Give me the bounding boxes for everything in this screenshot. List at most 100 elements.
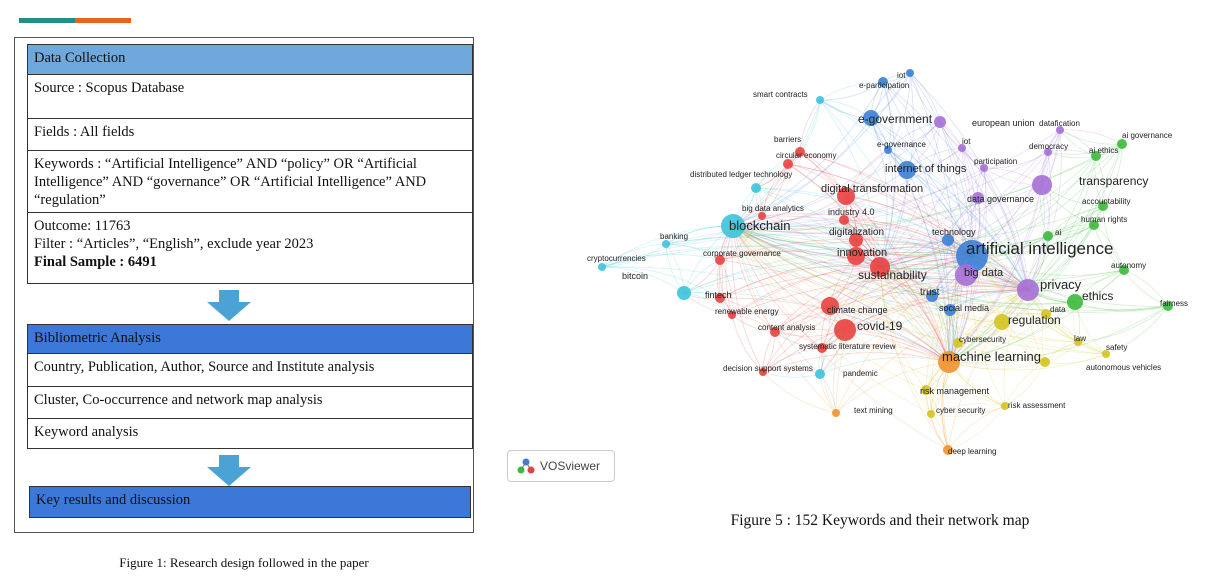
keyword-node [1044,148,1052,156]
network-edge [821,347,837,414]
network-edge [930,405,1006,417]
network-edge [732,151,1049,228]
filter-text: Filter : “Articles”, “English”, exclude … [34,236,314,252]
network-edge [601,243,667,268]
network-edge [879,266,949,451]
network-edge [948,205,1104,363]
network-edge [961,147,1029,291]
keyword-label: big data [964,267,1004,279]
network-edge [719,265,881,299]
network-edge [879,197,979,268]
keyword-label: risk management [920,386,990,396]
network-edge [855,239,950,363]
keyword-label: data [1050,305,1066,314]
keyword-label: machine learning [942,349,1041,364]
network-edge [1044,353,1107,364]
network-edge [1047,205,1104,237]
network-edge [821,266,881,349]
network-edge [1027,289,1107,355]
network-edge [947,289,1029,451]
network-edge [948,129,1061,363]
network-edge [971,155,1097,257]
network-edge [601,225,734,268]
network-edge [983,151,1049,169]
analysis-item: Keyword analysis [27,419,473,449]
keyword-node [955,264,977,286]
bibliometric-analysis-header: Bibliometric Analysis [27,324,473,354]
network-edge [879,266,1125,288]
vosviewer-logo-text: VOSviewer [540,459,601,473]
keyword-node [958,144,966,152]
final-sample-text: Final Sample : 6491 [34,254,157,270]
analysis-item: Cluster, Co-occurrence and network map a… [27,387,473,419]
network-edge [821,343,950,363]
figure-1-caption: Figure 1: Research design followed in th… [119,555,369,570]
keyword-label: deep learning [948,447,996,456]
keyword-label: cryptocurrencies [587,254,646,263]
keyword-node [1091,151,1101,161]
network-edge [732,225,846,331]
network-edge [930,289,1029,415]
network-edge [879,147,963,268]
network-edge [879,266,1003,323]
keyword-label: systematic literature review [799,342,896,351]
keyword-label: ethics [1082,289,1113,303]
network-edge [1027,205,1104,291]
network-edge [732,225,927,391]
network-edge [732,219,973,257]
keyword-label: law [1074,334,1086,343]
keyword-node [1056,126,1064,134]
network-edge [719,251,973,299]
network-edge [819,266,881,375]
network-edge [1047,143,1123,155]
keyword-label: distributed ledger technology [690,170,792,179]
keyword-label: risk assessment [1008,401,1066,410]
keyword-node [1098,201,1108,211]
network-edge [983,167,1029,291]
keyword-label: iot [962,137,971,146]
keyword-label: datafication [1039,119,1080,128]
network-edge [1027,155,1097,291]
network-edge [835,361,950,414]
vosviewer-logo: VOSviewer [507,450,615,482]
fields-cell: Fields : All fields [27,119,473,151]
network-edge [1077,305,1169,343]
keyword-label: sustainability [858,268,927,282]
network-edge [947,405,1006,451]
keyword-label: pandemic [843,369,878,378]
network-edge [719,238,973,261]
network-edge [732,205,1104,246]
keyword-node [817,343,827,353]
network-edge [1004,361,1046,407]
keyword-node [1017,279,1039,301]
network-edge [870,117,1029,291]
keyword-label: artificial intelligence [966,239,1113,258]
keyword-label: e-governance [877,140,926,149]
network-edge [799,151,1029,291]
network-edge [879,266,1029,293]
keyword-node [926,290,938,302]
network-edge [819,99,950,363]
outcome-cell: Outcome: 11763 Filter : “Articles”, “Eng… [27,213,473,284]
network-edge [732,99,821,227]
keyword-node [934,116,946,128]
network-edge [732,225,951,311]
keyword-node [1001,402,1009,410]
network-edge [887,72,911,151]
network-edge [732,225,949,451]
network-edge [909,72,1029,291]
network-edge [761,215,881,268]
network-edge [1027,143,1123,291]
keyword-node [870,257,890,277]
keyword-node [751,183,761,193]
network-edge [762,347,823,373]
network-edge [732,225,1125,282]
keyword-label: banking [660,232,688,241]
network-edge [762,371,837,414]
network-edge [879,266,959,344]
keyword-label: autonomy [1111,261,1146,270]
outcome-text: Outcome: 11763 [34,218,131,234]
keyword-node [944,304,956,316]
network-edge [732,225,1006,407]
network-edge [732,225,831,307]
